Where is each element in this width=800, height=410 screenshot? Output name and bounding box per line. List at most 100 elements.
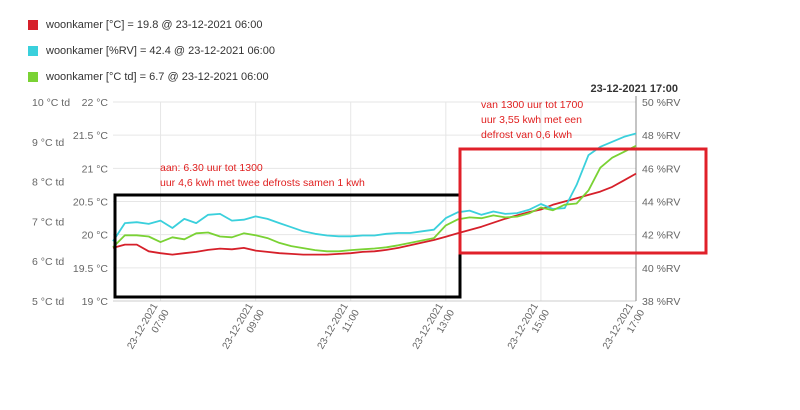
data-point xyxy=(468,216,470,218)
chart-legend: woonkamer [°C] = 19.8 @ 23-12-2021 06:00… xyxy=(28,12,275,90)
y-tick-label-dewpoint: 7 °C td xyxy=(32,216,64,228)
data-point xyxy=(231,236,233,238)
data-point xyxy=(147,250,149,252)
legend-swatch xyxy=(28,20,38,30)
y-tick-label-temp: 19.5 °C xyxy=(73,263,109,275)
data-point xyxy=(575,184,577,186)
data-point xyxy=(195,232,197,234)
data-point xyxy=(504,216,506,218)
data-point xyxy=(290,226,292,228)
data-point xyxy=(314,249,316,251)
data-point xyxy=(433,228,435,230)
data-point xyxy=(338,250,340,252)
data-point xyxy=(409,242,411,244)
data-point xyxy=(350,235,352,237)
data-point xyxy=(623,151,625,153)
data-point xyxy=(599,190,601,192)
data-point xyxy=(195,222,197,224)
data-point xyxy=(563,203,565,205)
data-point xyxy=(231,219,233,221)
label-layer: 22 °C 21.5 °C 21 °C 20.5 °C 20 °C 19.5 °C 19 °… xyxy=(32,83,680,351)
y-tick-label-rh: 48 %RV xyxy=(642,130,680,142)
data-point xyxy=(397,232,399,234)
y-tick-label-rh: 42 %RV xyxy=(642,230,680,242)
y-tick-label-temp: 20.5 °C xyxy=(73,197,109,209)
data-point xyxy=(421,239,423,241)
data-point xyxy=(171,227,173,229)
y-tick-label-temp: 21 °C xyxy=(82,163,109,175)
data-point xyxy=(468,209,470,211)
y-tick-label-rh: 38 %RV xyxy=(642,296,680,308)
data-point xyxy=(290,245,292,247)
data-point xyxy=(243,219,245,221)
data-point xyxy=(159,252,161,254)
y-tick-label-dewpoint: 9 °C td xyxy=(32,137,64,149)
data-point xyxy=(136,243,138,245)
data-point xyxy=(361,251,363,253)
data-point xyxy=(552,209,554,211)
data-point xyxy=(492,214,494,216)
data-point xyxy=(338,235,340,237)
data-point xyxy=(540,203,542,205)
annotation-text-right: van 1300 uur tot 1700 xyxy=(481,99,583,111)
data-point xyxy=(147,235,149,237)
data-point xyxy=(611,186,613,188)
data-point xyxy=(480,214,482,216)
data-point xyxy=(254,234,256,236)
data-point xyxy=(219,213,221,215)
data-point xyxy=(171,253,173,255)
data-point xyxy=(207,231,209,233)
annotation-layer: aan: 6.30 uur tot 1300 uur 4,6 kwh met tw… xyxy=(113,99,708,299)
data-point xyxy=(361,234,363,236)
data-point xyxy=(124,234,126,236)
legend-item[interactable]: woonkamer [°C] = 19.8 @ 23-12-2021 06:00 xyxy=(28,12,275,38)
data-point xyxy=(314,233,316,235)
annotation-text-left: aan: 6.30 uur tot 1300 xyxy=(160,162,263,174)
data-point xyxy=(326,250,328,252)
data-point xyxy=(635,172,637,174)
frame-layer xyxy=(113,96,637,302)
data-point xyxy=(326,253,328,255)
annotation-text-right: uur 3,55 kwh met een xyxy=(481,114,582,126)
data-point xyxy=(611,141,613,143)
legend-label: woonkamer [°C td] = 6.7 @ 23-12-2021 06:… xyxy=(46,71,269,83)
data-point xyxy=(219,235,221,237)
data-point xyxy=(492,222,494,224)
data-point xyxy=(635,145,637,147)
legend-label: woonkamer [°C] = 19.8 @ 23-12-2021 06:00 xyxy=(46,19,263,31)
data-point xyxy=(219,247,221,249)
data-point xyxy=(373,247,375,249)
data-point xyxy=(409,232,411,234)
data-point xyxy=(528,212,530,214)
data-point xyxy=(278,252,280,254)
data-point xyxy=(207,249,209,251)
data-point xyxy=(635,132,637,134)
data-point xyxy=(326,234,328,236)
y-tick-label-temp: 22 °C xyxy=(82,97,109,109)
data-point xyxy=(350,252,352,254)
legend-item[interactable]: woonkamer [°C td] = 6.7 @ 23-12-2021 06:… xyxy=(28,64,275,90)
y-tick-label-dewpoint: 10 °C td xyxy=(32,97,70,109)
data-point xyxy=(183,218,185,220)
data-point xyxy=(385,246,387,248)
data-point xyxy=(243,247,245,249)
data-point xyxy=(552,204,554,206)
data-point xyxy=(433,237,435,239)
data-point xyxy=(385,249,387,251)
data-point xyxy=(540,206,542,208)
data-point xyxy=(397,247,399,249)
data-point xyxy=(575,197,577,199)
y-tick-label-dewpoint: 6 °C td xyxy=(32,256,64,268)
y-tick-label-rh: 44 %RV xyxy=(642,197,680,209)
annotation-text-right: defrost van 0,6 kwh xyxy=(481,129,572,141)
data-point xyxy=(575,202,577,204)
data-point xyxy=(504,213,506,215)
data-point xyxy=(290,253,292,255)
data-point xyxy=(243,232,245,234)
legend-item[interactable]: woonkamer [%RV] = 42.4 @ 23-12-2021 06:0… xyxy=(28,38,275,64)
y-tick-label-temp: 19 °C xyxy=(82,296,109,308)
data-point xyxy=(587,194,589,196)
